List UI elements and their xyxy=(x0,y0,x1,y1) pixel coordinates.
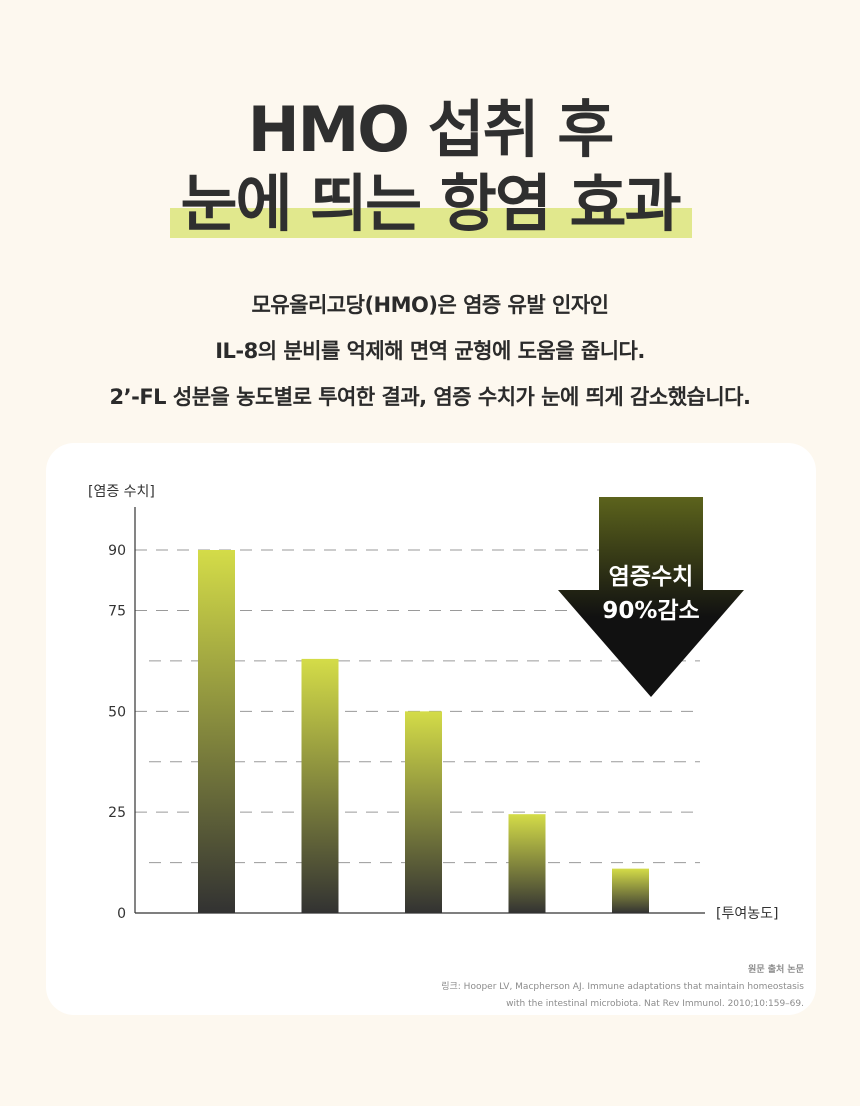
y-axis-label: [염증 수치] xyxy=(88,484,155,500)
page-title-line1: HMO 섭취 후 xyxy=(247,93,615,166)
description-line1: 모유올리고당(HMO)은 염증 유발 인자인 xyxy=(251,293,609,317)
description: 모유올리고당(HMO)은 염증 유발 인자인 IL-8의 분비를 억제해 면역 … xyxy=(0,282,860,420)
arrow-label-line2: 90%감소 xyxy=(602,598,699,624)
y-tick-label-0: 0 xyxy=(117,906,126,922)
x-axis-label: [투여농도] xyxy=(716,906,778,922)
bar-2 xyxy=(301,658,339,913)
bar-3 xyxy=(405,711,442,913)
description-line2: IL-8의 분비를 억제해 면역 균형에 도움을 줍니다. xyxy=(215,339,645,363)
page-title-line2: 눈에 띄는 항염 효과 xyxy=(180,167,681,240)
title-block: HMO 섭취 후 눈에 띄는 항염 효과 xyxy=(0,92,860,242)
arrow-label-line1: 염증수치 xyxy=(609,564,694,590)
source-heading: 원문 출처 논문 xyxy=(748,965,804,975)
bar-4 xyxy=(508,814,546,913)
bar-1 xyxy=(198,550,235,913)
description-line3: 2’-FL 성분을 농도별로 투여한 결과, 염증 수치가 눈에 띄게 감소했습… xyxy=(109,385,751,409)
source-line1: 링크: Hooper LV, Macpherson AJ. Immune ada… xyxy=(441,982,804,992)
down-arrow-icon xyxy=(558,497,744,697)
page-title-line2-wrap: 눈에 띄는 항염 효과 xyxy=(170,166,692,242)
bars xyxy=(198,550,649,913)
y-tick-label-50: 50 xyxy=(108,704,126,720)
bar-5 xyxy=(612,868,649,913)
y-tick-label-75: 75 xyxy=(108,604,126,620)
y-tick-label-25: 25 xyxy=(108,805,126,821)
source-line2: with the intestinal microbiota. Nat Rev … xyxy=(506,999,804,1009)
y-tick-labels: 0 25 50 75 90 xyxy=(108,543,126,922)
y-tick-label-90: 90 xyxy=(108,543,126,559)
source-citation: 원문 출처 논문 링크: Hooper LV, Macpherson AJ. I… xyxy=(441,962,804,1013)
reduction-arrow: 염증수치 90%감소 xyxy=(558,497,744,697)
